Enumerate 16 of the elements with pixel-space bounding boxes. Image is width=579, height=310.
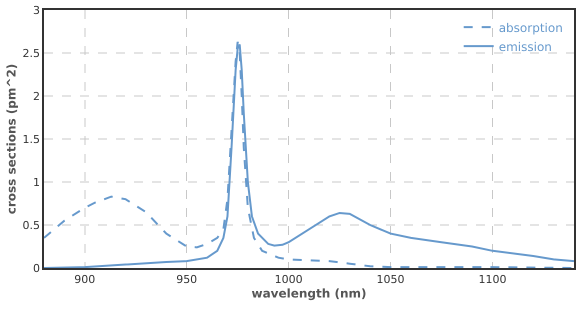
y-axis-title: cross sections (pm^2) bbox=[4, 64, 18, 214]
x-tick-label: 1000 bbox=[274, 272, 303, 286]
y-tick-label: 0 bbox=[33, 262, 40, 275]
x-tick-label: 900 bbox=[74, 272, 96, 286]
y-tick-label: 3 bbox=[33, 4, 40, 17]
x-axis-title: wavelength (nm) bbox=[251, 286, 367, 300]
x-tick-label: 950 bbox=[176, 272, 198, 286]
y-tick-label: 2.5 bbox=[22, 46, 40, 60]
y-tick-label: 2 bbox=[33, 90, 40, 103]
x-tick-label: 1100 bbox=[478, 272, 506, 286]
y-tick-label: 0.5 bbox=[22, 218, 40, 232]
x-tick-label: 1050 bbox=[376, 272, 405, 286]
legend-label: emission bbox=[498, 40, 552, 54]
y-tick-label: 1.5 bbox=[22, 132, 40, 146]
legend-label: absorption bbox=[498, 20, 563, 35]
y-tick-label: 1 bbox=[33, 176, 40, 189]
